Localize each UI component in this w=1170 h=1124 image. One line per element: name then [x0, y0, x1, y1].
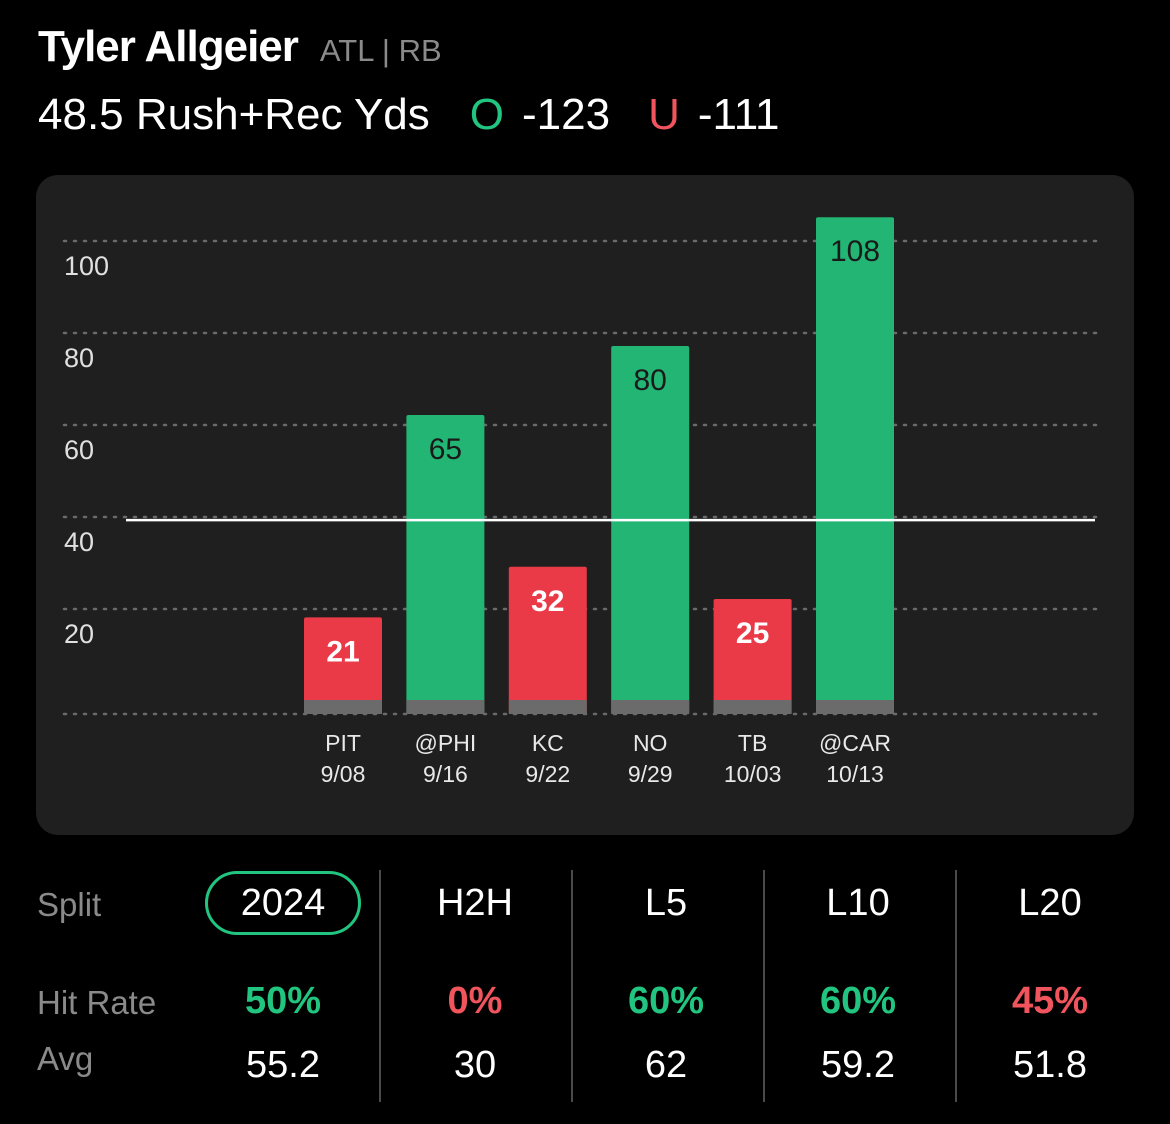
- hit-rate-value: 50%: [188, 980, 378, 1023]
- x-tick-date: 10/03: [724, 761, 782, 787]
- bar: [508, 566, 587, 714]
- avg-value: 62: [571, 1044, 761, 1087]
- hit-rate-value: 60%: [571, 980, 761, 1023]
- splits-table: Split Hit Rate Avg: [0, 860, 1170, 1110]
- avg-value-text: 55.2: [246, 1044, 320, 1086]
- over-label[interactable]: O: [469, 90, 505, 139]
- y-tick-label: 40: [64, 527, 94, 557]
- bar-value-label: 80: [634, 364, 667, 397]
- avg-value: 59.2: [763, 1044, 953, 1087]
- bar: [304, 617, 382, 714]
- bar-base: [816, 700, 894, 714]
- bar-base: [304, 700, 382, 714]
- under-price[interactable]: -111: [697, 90, 780, 139]
- x-tick-date: 9/29: [628, 761, 673, 787]
- column-divider: [379, 870, 381, 1102]
- hit-rate-value-text: 0%: [447, 980, 503, 1022]
- y-tick-label: 100: [64, 251, 109, 281]
- y-tick-label: 60: [64, 435, 94, 465]
- player-header: Tyler Allgeier ATL | RB 48.5 Rush+Rec Yd…: [38, 22, 817, 140]
- bar-value-label: 25: [736, 617, 769, 650]
- bar-value-label: 21: [326, 635, 359, 668]
- hit-rate-value: 45%: [955, 980, 1145, 1023]
- x-tick-opponent: KC: [532, 730, 564, 756]
- prop-line-text: 48.5 Rush+Rec Yds: [38, 90, 430, 139]
- hit-rate-value-text: 60%: [819, 980, 897, 1022]
- split-tab-2024[interactable]: 2024: [188, 871, 378, 935]
- team-position: ATL | RB: [319, 33, 442, 68]
- under-label[interactable]: U: [648, 90, 680, 139]
- x-tick-opponent: NO: [633, 730, 668, 756]
- prop-line: 48.5 Rush+Rec Yds O -123 U -111: [38, 90, 817, 140]
- bar-base: [406, 700, 485, 714]
- y-tick-label: 80: [64, 343, 94, 373]
- avg-value: 55.2: [188, 1044, 378, 1087]
- x-tick-date: 10/13: [826, 761, 884, 787]
- bar: [611, 346, 690, 714]
- column-divider: [763, 870, 765, 1102]
- bar-value-label: 65: [429, 433, 462, 466]
- y-tick-label: 20: [64, 619, 94, 649]
- split-tab-l20-text: L20: [1018, 882, 1082, 924]
- player-name: Tyler Allgeier: [38, 22, 299, 71]
- hit-rate-value-text: 45%: [1011, 980, 1089, 1022]
- avg-value: 30: [380, 1044, 570, 1087]
- x-tick-date: 9/22: [525, 761, 570, 787]
- bar: [713, 599, 792, 714]
- split-tab-l20[interactable]: L20: [955, 882, 1145, 925]
- split-tab-l5[interactable]: L5: [571, 882, 761, 925]
- x-tick-opponent: @PHI: [415, 730, 477, 756]
- bar-base: [611, 700, 690, 714]
- split-tab-h2h[interactable]: H2H: [380, 882, 570, 925]
- bar-value-label: 32: [531, 585, 564, 618]
- avg-value-text: 30: [453, 1044, 497, 1086]
- game-log-chart: 20 40 60 80 100 21 PIT 9/08 65 @PHI 9/16 32 KC 9/22 80…: [36, 175, 1134, 835]
- x-tick-date: 9/08: [321, 761, 366, 787]
- split-tab-l10[interactable]: L10: [763, 882, 953, 925]
- x-tick-opponent: TB: [738, 730, 767, 756]
- hit-rate-value-text: 60%: [627, 980, 705, 1022]
- column-divider: [571, 870, 573, 1102]
- column-divider: [955, 870, 957, 1102]
- split-tab-h2h-text: H2H: [436, 882, 514, 924]
- x-tick-opponent: PIT: [325, 730, 361, 756]
- split-row-label: Split: [37, 886, 102, 923]
- x-tick-opponent: @CAR: [819, 730, 891, 756]
- avg-value-text: 59.2: [821, 1044, 895, 1086]
- hit-rate-value-text: 50%: [244, 980, 322, 1022]
- avg-value-text: 62: [644, 1044, 688, 1086]
- bar: [816, 217, 894, 714]
- bar-base: [508, 700, 587, 714]
- hit-rate-row-label: Hit Rate: [37, 984, 157, 1021]
- hit-rate-value: 60%: [763, 980, 953, 1023]
- split-tab-l10-text: L10: [826, 882, 890, 924]
- over-price[interactable]: -123: [522, 90, 611, 139]
- bar-value-label: 108: [830, 235, 880, 268]
- split-tab-l5-text: L5: [644, 882, 688, 924]
- bar-base: [713, 700, 792, 714]
- avg-value-text: 51.8: [1013, 1044, 1087, 1086]
- bar: [406, 415, 485, 714]
- avg-row-label: Avg: [37, 1040, 94, 1077]
- bar-chart-svg: 20 40 60 80 100 21 PIT 9/08 65 @PHI 9/16 32 KC 9/22 80…: [62, 217, 1106, 787]
- split-tab-2024-text: 2024: [205, 871, 361, 935]
- avg-value: 51.8: [955, 1044, 1145, 1087]
- x-tick-date: 9/16: [423, 761, 468, 787]
- hit-rate-value: 0%: [380, 980, 570, 1023]
